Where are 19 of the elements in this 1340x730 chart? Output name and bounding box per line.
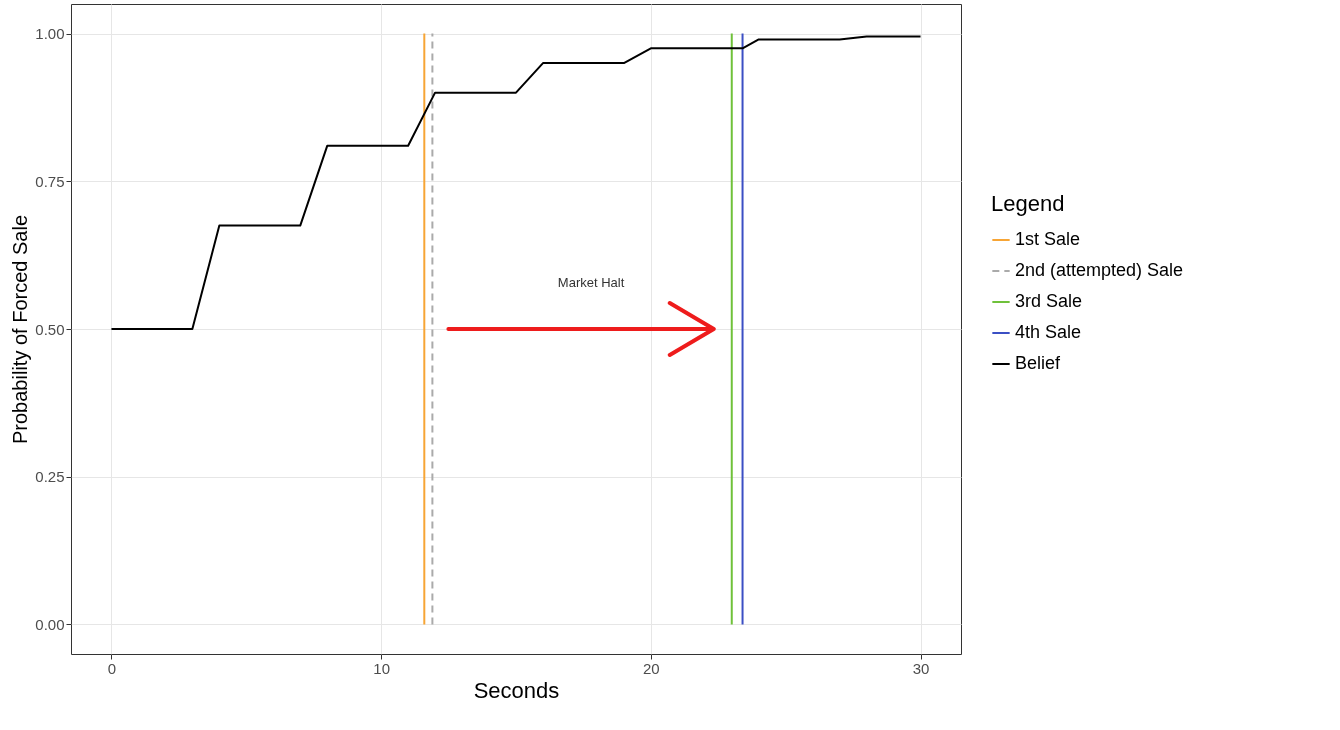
- x-tick-label: 10: [373, 659, 390, 677]
- x-axis-title: Seconds: [473, 677, 560, 703]
- legend-title: Legend: [991, 191, 1065, 216]
- legend-label: Belief: [1015, 353, 1062, 373]
- x-tick-label: 20: [643, 659, 660, 677]
- legend-label: 3rd Sale: [1015, 291, 1083, 311]
- y-tick-label: 0.00: [35, 615, 65, 633]
- y-tick-label: 1.00: [35, 25, 65, 43]
- x-tick-label: 0: [107, 659, 117, 677]
- line-series: [110, 35, 922, 330]
- y-axis-title: Probability of Forced Sale: [9, 214, 32, 445]
- legend-label: 1st Sale: [1015, 229, 1081, 249]
- x-tick-label: 30: [912, 659, 930, 677]
- annotation: Market Halt: [557, 275, 625, 290]
- y-tick-label: 0.50: [35, 320, 65, 338]
- y-tick-label: 0.25: [35, 468, 65, 486]
- y-tick-label: 0.75: [35, 172, 65, 190]
- legend-label: 2nd (attempted) Sale: [1015, 260, 1184, 280]
- legend-label: 4th Sale: [1015, 322, 1082, 342]
